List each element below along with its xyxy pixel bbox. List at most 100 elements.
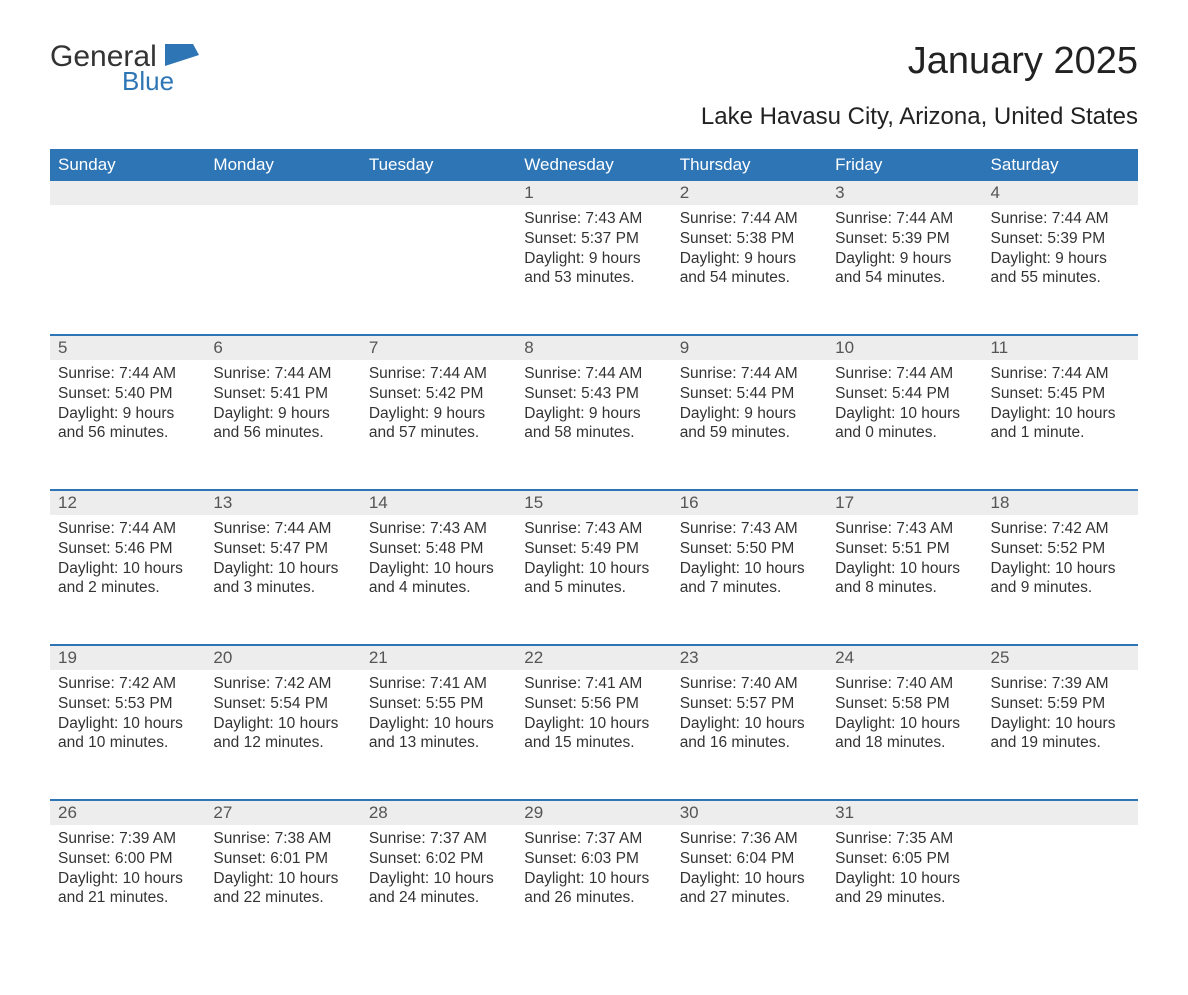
sunrise-line: Sunrise: 7:43 AM — [835, 519, 974, 539]
daylight-line: Daylight: 10 hours and 10 minutes. — [58, 714, 197, 754]
sunset-line: Sunset: 5:37 PM — [524, 229, 663, 249]
sunrise-line: Sunrise: 7:37 AM — [524, 829, 663, 849]
sunrise-line: Sunrise: 7:42 AM — [213, 674, 352, 694]
day-number-cell: 5 — [50, 335, 205, 360]
sunrise-line: Sunrise: 7:44 AM — [835, 209, 974, 229]
day-detail-cell: Sunrise: 7:36 AMSunset: 6:04 PMDaylight:… — [672, 825, 827, 955]
day-detail-cell: Sunrise: 7:44 AMSunset: 5:39 PMDaylight:… — [983, 205, 1138, 335]
sunrise-line: Sunrise: 7:35 AM — [835, 829, 974, 849]
day-detail-cell: Sunrise: 7:42 AMSunset: 5:54 PMDaylight:… — [205, 670, 360, 800]
day-detail-cell: Sunrise: 7:42 AMSunset: 5:53 PMDaylight:… — [50, 670, 205, 800]
calendar-header-row: SundayMondayTuesdayWednesdayThursdayFrid… — [50, 149, 1138, 181]
sunset-line: Sunset: 5:55 PM — [369, 694, 508, 714]
day-detail-cell: Sunrise: 7:40 AMSunset: 5:57 PMDaylight:… — [672, 670, 827, 800]
daylight-line: Daylight: 10 hours and 2 minutes. — [58, 559, 197, 599]
day-detail-cell: Sunrise: 7:39 AMSunset: 5:59 PMDaylight:… — [983, 670, 1138, 800]
day-number-cell: 19 — [50, 645, 205, 670]
day-details: Sunrise: 7:41 AMSunset: 5:55 PMDaylight:… — [361, 670, 516, 767]
calendar-table: SundayMondayTuesdayWednesdayThursdayFrid… — [50, 149, 1138, 955]
sunset-line: Sunset: 5:47 PM — [213, 539, 352, 559]
location-subtitle: Lake Havasu City, Arizona, United States — [50, 103, 1138, 131]
daylight-line: Daylight: 10 hours and 18 minutes. — [835, 714, 974, 754]
day-detail-cell: Sunrise: 7:44 AMSunset: 5:43 PMDaylight:… — [516, 360, 671, 490]
sunrise-line: Sunrise: 7:39 AM — [991, 674, 1130, 694]
day-detail-cell: Sunrise: 7:43 AMSunset: 5:37 PMDaylight:… — [516, 205, 671, 335]
day-details: Sunrise: 7:44 AMSunset: 5:44 PMDaylight:… — [672, 360, 827, 457]
day-number-cell — [50, 181, 205, 205]
day-details: Sunrise: 7:43 AMSunset: 5:48 PMDaylight:… — [361, 515, 516, 612]
daylight-line: Daylight: 9 hours and 56 minutes. — [58, 404, 197, 444]
daylight-line: Daylight: 10 hours and 21 minutes. — [58, 869, 197, 909]
sunset-line: Sunset: 5:53 PM — [58, 694, 197, 714]
day-detail-cell: Sunrise: 7:37 AMSunset: 6:02 PMDaylight:… — [361, 825, 516, 955]
sunset-line: Sunset: 5:40 PM — [58, 384, 197, 404]
day-detail-cell: Sunrise: 7:43 AMSunset: 5:51 PMDaylight:… — [827, 515, 982, 645]
sunrise-line: Sunrise: 7:44 AM — [213, 519, 352, 539]
sunrise-line: Sunrise: 7:40 AM — [680, 674, 819, 694]
daylight-line: Daylight: 10 hours and 27 minutes. — [680, 869, 819, 909]
day-detail-cell: Sunrise: 7:44 AMSunset: 5:42 PMDaylight:… — [361, 360, 516, 490]
sunset-line: Sunset: 6:01 PM — [213, 849, 352, 869]
day-number-cell: 3 — [827, 181, 982, 205]
day-detail-cell: Sunrise: 7:44 AMSunset: 5:38 PMDaylight:… — [672, 205, 827, 335]
day-number-cell: 14 — [361, 490, 516, 515]
day-detail-row: Sunrise: 7:42 AMSunset: 5:53 PMDaylight:… — [50, 670, 1138, 800]
sunset-line: Sunset: 5:59 PM — [991, 694, 1130, 714]
day-number-cell — [205, 181, 360, 205]
day-details: Sunrise: 7:38 AMSunset: 6:01 PMDaylight:… — [205, 825, 360, 922]
day-number-row: 262728293031 — [50, 800, 1138, 825]
sunrise-line: Sunrise: 7:44 AM — [680, 209, 819, 229]
day-number-cell: 8 — [516, 335, 671, 360]
daylight-line: Daylight: 10 hours and 5 minutes. — [524, 559, 663, 599]
day-detail-cell: Sunrise: 7:44 AMSunset: 5:44 PMDaylight:… — [827, 360, 982, 490]
day-details: Sunrise: 7:39 AMSunset: 5:59 PMDaylight:… — [983, 670, 1138, 767]
day-detail-cell: Sunrise: 7:44 AMSunset: 5:47 PMDaylight:… — [205, 515, 360, 645]
sunrise-line: Sunrise: 7:39 AM — [58, 829, 197, 849]
daylight-line: Daylight: 10 hours and 19 minutes. — [991, 714, 1130, 754]
day-number-cell: 17 — [827, 490, 982, 515]
day-header: Tuesday — [361, 149, 516, 181]
day-number-cell: 18 — [983, 490, 1138, 515]
day-number-row: 12131415161718 — [50, 490, 1138, 515]
day-details: Sunrise: 7:35 AMSunset: 6:05 PMDaylight:… — [827, 825, 982, 922]
sunset-line: Sunset: 5:38 PM — [680, 229, 819, 249]
day-detail-row: Sunrise: 7:44 AMSunset: 5:40 PMDaylight:… — [50, 360, 1138, 490]
daylight-line: Daylight: 10 hours and 1 minute. — [991, 404, 1130, 444]
page-title: January 2025 — [908, 40, 1138, 83]
sunrise-line: Sunrise: 7:44 AM — [58, 364, 197, 384]
sunset-line: Sunset: 5:49 PM — [524, 539, 663, 559]
calendar-body: 1234Sunrise: 7:43 AMSunset: 5:37 PMDayli… — [50, 181, 1138, 955]
sunset-line: Sunset: 6:05 PM — [835, 849, 974, 869]
day-detail-cell: Sunrise: 7:35 AMSunset: 6:05 PMDaylight:… — [827, 825, 982, 955]
sunset-line: Sunset: 5:39 PM — [991, 229, 1130, 249]
sunrise-line: Sunrise: 7:43 AM — [680, 519, 819, 539]
day-details: Sunrise: 7:40 AMSunset: 5:57 PMDaylight:… — [672, 670, 827, 767]
day-detail-row: Sunrise: 7:39 AMSunset: 6:00 PMDaylight:… — [50, 825, 1138, 955]
sunrise-line: Sunrise: 7:38 AM — [213, 829, 352, 849]
daylight-line: Daylight: 10 hours and 4 minutes. — [369, 559, 508, 599]
daylight-line: Daylight: 9 hours and 59 minutes. — [680, 404, 819, 444]
daylight-line: Daylight: 9 hours and 56 minutes. — [213, 404, 352, 444]
day-detail-cell: Sunrise: 7:43 AMSunset: 5:49 PMDaylight:… — [516, 515, 671, 645]
day-number-cell: 21 — [361, 645, 516, 670]
day-detail-cell: Sunrise: 7:41 AMSunset: 5:55 PMDaylight:… — [361, 670, 516, 800]
daylight-line: Daylight: 10 hours and 8 minutes. — [835, 559, 974, 599]
sunset-line: Sunset: 5:57 PM — [680, 694, 819, 714]
day-number-cell: 27 — [205, 800, 360, 825]
daylight-line: Daylight: 10 hours and 7 minutes. — [680, 559, 819, 599]
sunrise-line: Sunrise: 7:44 AM — [524, 364, 663, 384]
day-header: Sunday — [50, 149, 205, 181]
daylight-line: Daylight: 10 hours and 29 minutes. — [835, 869, 974, 909]
sunrise-line: Sunrise: 7:44 AM — [369, 364, 508, 384]
daylight-line: Daylight: 9 hours and 54 minutes. — [680, 249, 819, 289]
sunrise-line: Sunrise: 7:37 AM — [369, 829, 508, 849]
day-details: Sunrise: 7:44 AMSunset: 5:43 PMDaylight:… — [516, 360, 671, 457]
day-details: Sunrise: 7:43 AMSunset: 5:37 PMDaylight:… — [516, 205, 671, 302]
day-details: Sunrise: 7:42 AMSunset: 5:52 PMDaylight:… — [983, 515, 1138, 612]
daylight-line: Daylight: 9 hours and 57 minutes. — [369, 404, 508, 444]
day-detail-cell: Sunrise: 7:43 AMSunset: 5:50 PMDaylight:… — [672, 515, 827, 645]
sunrise-line: Sunrise: 7:43 AM — [369, 519, 508, 539]
daylight-line: Daylight: 10 hours and 16 minutes. — [680, 714, 819, 754]
day-details: Sunrise: 7:44 AMSunset: 5:41 PMDaylight:… — [205, 360, 360, 457]
day-header: Saturday — [983, 149, 1138, 181]
